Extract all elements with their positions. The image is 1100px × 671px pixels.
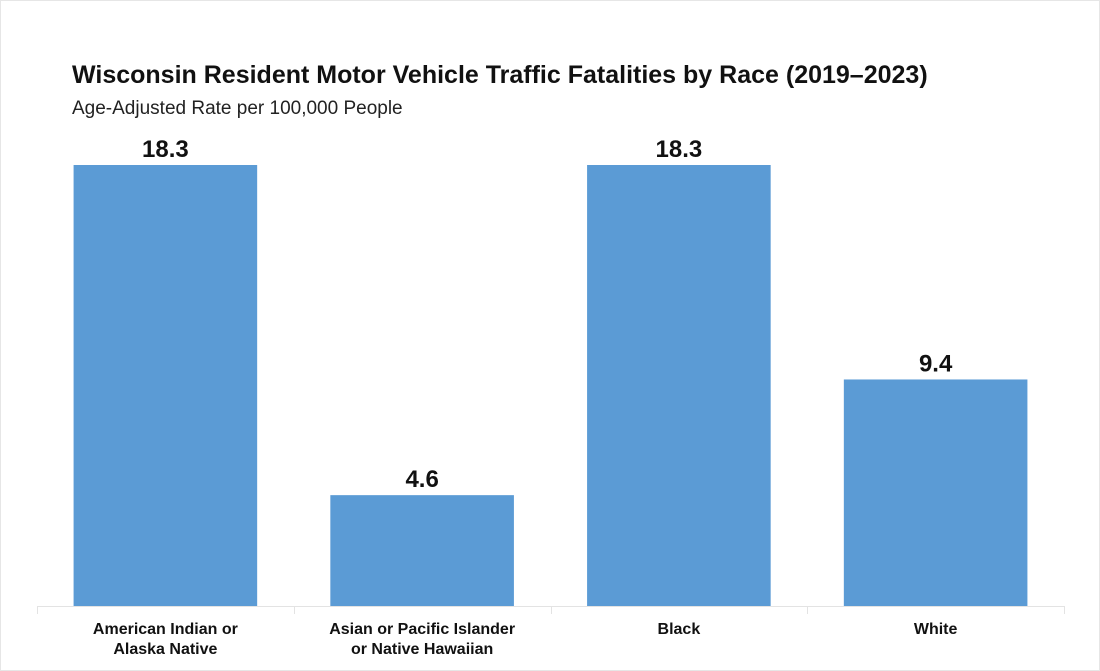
category-label: or Native Hawaiian <box>351 641 493 658</box>
bar <box>843 379 1028 606</box>
category-labels: American Indian or Alaska Native Asian or … <box>93 621 958 658</box>
category-label: Black <box>658 621 701 638</box>
bar <box>330 495 514 606</box>
x-axis <box>37 606 1065 614</box>
chart-title: Wisconsin Resident Motor Vehicle Traffic… <box>72 61 928 89</box>
category-label: Alaska Native <box>113 641 217 658</box>
data-label: 18.3 <box>142 136 189 163</box>
data-label: 4.6 <box>405 466 438 493</box>
bar <box>587 165 771 606</box>
category-label: American Indian or <box>93 621 238 638</box>
category-label: Asian or Pacific Islander <box>329 621 515 638</box>
data-label: 18.3 <box>656 136 703 163</box>
bar <box>73 165 258 606</box>
chart-subtitle: Age-Adjusted Rate per 100,000 People <box>72 98 403 119</box>
data-labels: 18.3 4.6 18.3 9.4 <box>142 136 953 493</box>
data-label: 9.4 <box>919 350 953 377</box>
bars <box>73 165 1028 606</box>
category-label: White <box>914 621 958 638</box>
